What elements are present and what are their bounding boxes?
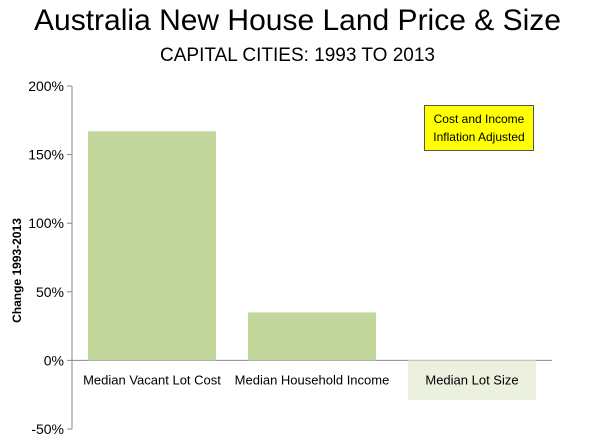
annotation-line-2: Inflation Adjusted — [433, 130, 525, 144]
y-tick-label: 200% — [28, 78, 64, 94]
category-label-group: Median Vacant Lot Cost Median Household I… — [83, 372, 519, 387]
bar — [88, 131, 216, 361]
y-axis-label: Change 1993-2013 — [10, 218, 24, 323]
category-label: Median Vacant Lot Cost — [83, 372, 221, 387]
annotation-line-1: Cost and Income — [433, 112, 525, 126]
chart-title: Australia New House Land Price & Size — [34, 4, 561, 37]
bar — [248, 312, 376, 361]
y-tick-label: 100% — [28, 215, 64, 231]
bar — [408, 360, 536, 401]
annotation-box: Cost and Income Inflation Adjusted — [424, 105, 534, 151]
y-tick-label: 150% — [28, 147, 64, 163]
chart-subtitle: CAPITAL CITIES: 1993 TO 2013 — [160, 45, 435, 66]
y-tick-label: 50% — [36, 284, 64, 300]
category-label: Median Household Income — [235, 372, 390, 387]
y-tick-label: -50% — [31, 421, 64, 437]
category-label: Median Lot Size — [425, 372, 518, 387]
y-tick-label: 0% — [44, 352, 64, 368]
bar-group — [88, 131, 536, 401]
